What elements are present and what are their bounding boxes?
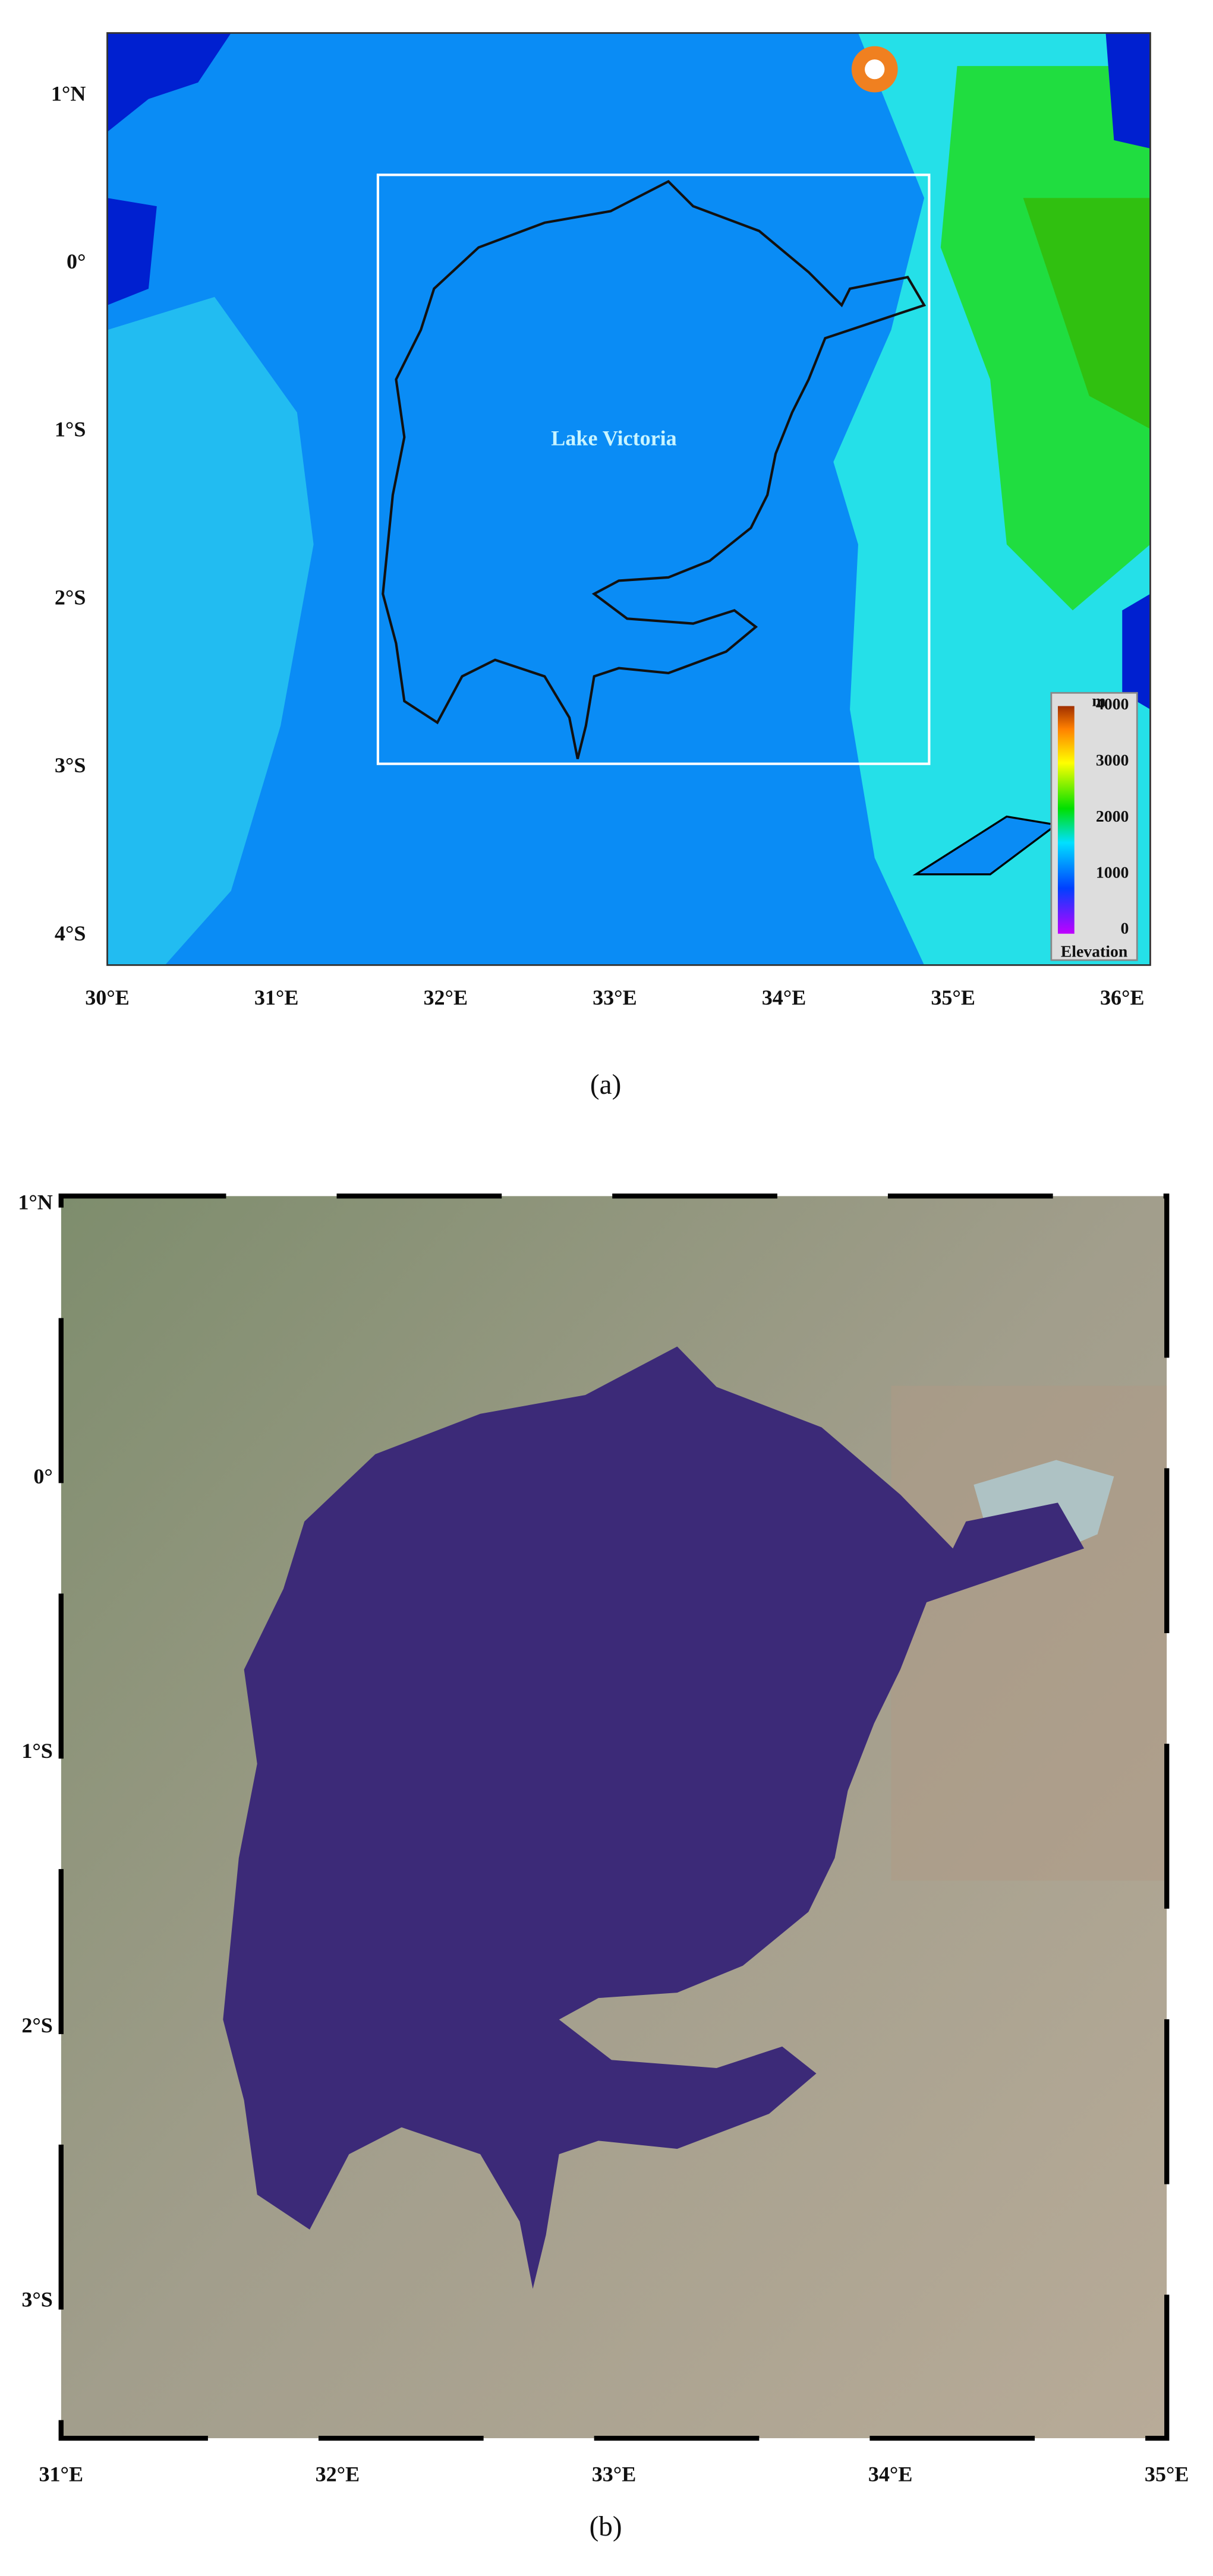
x-tick-label: 33°E [593, 986, 637, 1009]
lake-label: Lake Victoria [551, 427, 676, 450]
satellite-map [61, 1196, 1167, 2439]
y-tick-label: 0° [33, 1464, 52, 1488]
y-tick-label: 1°S [55, 418, 86, 441]
y-tick-label: 0° [67, 250, 86, 273]
x-tick-label: 36°E [1100, 986, 1145, 1009]
x-tick-label: 32°E [423, 986, 468, 1009]
elevation-map [107, 33, 1151, 965]
x-tick-label: 34°E [762, 986, 806, 1009]
x-tick-label: 34°E [868, 2462, 913, 2486]
x-tick-label: 35°E [1145, 2462, 1189, 2486]
x-tick-label: 30°E [85, 986, 130, 1009]
y-tick-label: 1°N [51, 81, 86, 105]
labels: (a) Lake Victoria m Elevation (b) [551, 427, 1128, 2542]
y-tick-label: 2°S [21, 2013, 53, 2037]
frame [58, 1194, 1170, 2441]
y-tick-label: 1°S [21, 1739, 53, 1763]
colorbar-tick-label: 0 [1120, 920, 1129, 938]
x-tick-label: 35°E [931, 986, 975, 1009]
frame [106, 32, 1151, 966]
colorbar-tick-label: 1000 [1096, 863, 1129, 882]
y-tick-label: 2°S [55, 585, 86, 609]
colorbar-tick-label: 3000 [1096, 751, 1129, 769]
y-tick-label: 1°N [18, 1190, 53, 1214]
colorbar-unit: m [1092, 692, 1105, 710]
caption: (a) [590, 1069, 621, 1100]
colorbar-tick-label: 4000 [1096, 695, 1129, 714]
colorbar-title: Elevation [1061, 943, 1128, 961]
y-tick-label: 3°S [21, 2288, 53, 2312]
caption: (b) [590, 2511, 622, 2542]
y-tick-label: 4°S [55, 921, 86, 945]
y-tick-label: 3°S [55, 753, 86, 777]
x-tick-label: 31°E [39, 2462, 83, 2486]
x-tick-label: 32°E [316, 2462, 360, 2486]
x-tick-label: 33°E [592, 2462, 637, 2486]
x-tick-label: 31°E [254, 986, 299, 1009]
colorbar-tick-label: 2000 [1096, 807, 1129, 826]
